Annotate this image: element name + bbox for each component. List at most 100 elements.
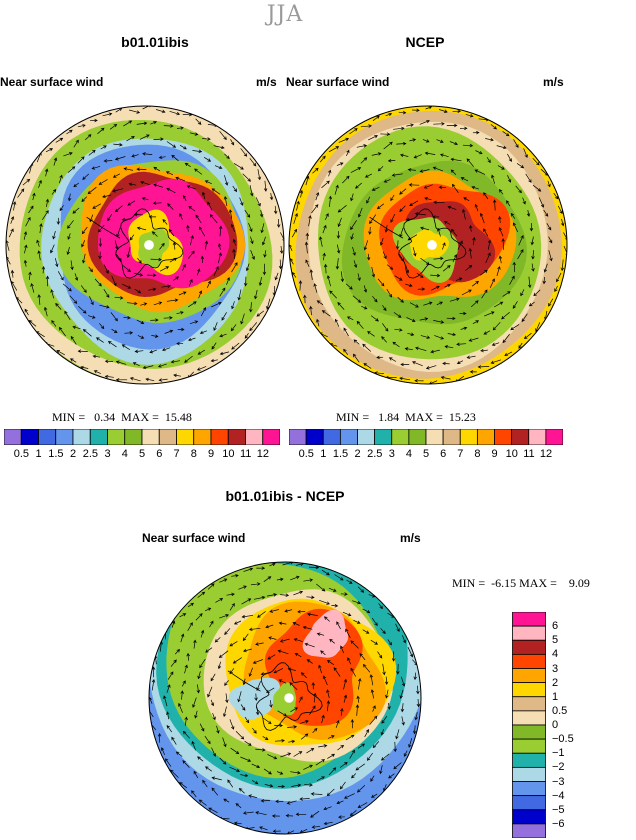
panel2-wind-arrow <box>460 326 468 331</box>
panel2-wind-arrow <box>311 204 319 214</box>
panel1-wind-arrow <box>50 289 55 299</box>
panel2-wind-arrow <box>442 265 451 272</box>
panel3-wind-arrow <box>186 652 190 661</box>
panel3-wind-arrow <box>182 730 190 739</box>
panel3-wind-arrow <box>184 664 188 674</box>
panel1-wind-arrow <box>42 210 49 220</box>
panel3-colorbar-box-7 <box>512 710 546 726</box>
panel2-wind-arrow <box>412 108 420 113</box>
panel2-wind-arrow <box>483 330 491 335</box>
panel2-colorbar-label: 2.5 <box>367 448 383 460</box>
panel1-wind-arrow <box>28 205 34 214</box>
panel1-wind-arrow <box>194 168 203 175</box>
panel2-wind-arrow <box>420 335 431 339</box>
panel3-colorbar-box-0 <box>512 612 546 627</box>
panel3-colorbar-box-10 <box>512 752 546 768</box>
panel2-wind-arrow <box>520 289 525 297</box>
panel3-wind-arrow <box>316 776 325 782</box>
panel1-wind-arrow <box>50 244 55 254</box>
panel2-wind-arrow <box>518 342 523 349</box>
panel1-wind-arrow <box>136 121 148 126</box>
panel2-wind-arrow <box>413 154 422 159</box>
panel1-wind-arrow <box>226 277 230 285</box>
panel2-wind-arrow <box>319 236 323 247</box>
panel2-wind-arrow <box>438 109 448 113</box>
panel3-wind-arrow <box>229 602 235 611</box>
panel3-wind-arrow <box>266 687 275 693</box>
panel3-wind-arrow <box>252 659 264 664</box>
panel3-colorbar-label: 6 <box>552 620 559 633</box>
panel1-colorbar-label: 2.5 <box>82 448 99 460</box>
panel1-wind-arrow <box>67 220 74 229</box>
panel2-wind-arrow <box>335 258 340 270</box>
panel2-wind-arrow <box>377 166 384 172</box>
panel3-wind-arrow <box>248 627 261 632</box>
panel3-wind-arrow <box>366 752 373 761</box>
panel1-wind-arrow <box>89 214 94 223</box>
panel3-wind-arrow <box>260 799 271 803</box>
panel2-wind-arrow <box>474 169 486 175</box>
panel2-wind-arrow <box>502 333 510 344</box>
panel2-wind-arrow <box>385 112 393 117</box>
panel1-colorbar-box-4 <box>72 429 91 445</box>
panel1-wind-arrow <box>8 228 14 238</box>
panel3-colorbar-box-1 <box>512 625 546 641</box>
panel1-wind-arrow <box>173 373 181 378</box>
panel3-wind-arrow <box>248 667 253 677</box>
panel2-wind-arrow <box>356 320 364 329</box>
panel2-wind-arrow <box>433 200 445 204</box>
panel2-wind-arrow <box>502 131 510 137</box>
panel1-wind-arrow <box>112 173 120 178</box>
panel2-wind-arrow <box>372 295 378 303</box>
panel3-wind-arrow <box>210 673 216 682</box>
panel2-wind-arrow <box>560 259 565 272</box>
panel3-wind-arrow <box>388 773 395 779</box>
panel2-wind-arrow <box>381 336 387 343</box>
panel2-wind-arrow <box>538 197 545 208</box>
panel2-wind-arrow <box>308 215 312 227</box>
panel1-wind-arrow <box>126 136 135 142</box>
panel3-wind-arrow <box>240 756 252 762</box>
panel2-wind-arrow <box>496 265 501 277</box>
panel1-wind-arrow <box>158 155 166 160</box>
panel2-wind-arrow <box>321 180 330 189</box>
panel2-wind-arrow <box>423 301 433 306</box>
panel2-wind-arrow <box>303 294 307 304</box>
panel2-wind-arrow <box>497 165 505 170</box>
panel3-wind-arrow <box>274 738 285 743</box>
panel2-wind-arrow <box>472 320 480 325</box>
panel1-wind-arrow <box>199 226 206 237</box>
panel2-wind-arrow <box>451 183 459 194</box>
panel2-wind-arrow <box>296 200 300 211</box>
panel1-wind-arrow <box>217 252 222 264</box>
panel1-wind-arrow <box>140 180 150 186</box>
panel1-colorbar-label: 12 <box>256 448 269 460</box>
panel2-wind-arrow <box>532 158 540 166</box>
panel3-wind-arrow <box>264 784 274 788</box>
panel2-wind-arrow <box>408 183 420 187</box>
panel1-wind-arrow <box>175 176 186 182</box>
panel3-wind-arrow <box>323 821 333 826</box>
panel1-wind-arrow <box>219 333 227 338</box>
panel1-wind-arrow <box>182 263 186 271</box>
panel3-wind-arrow <box>196 684 201 694</box>
panel3-wind-arrow <box>357 586 365 593</box>
panel1-wind-arrow <box>67 193 72 202</box>
panel1-wind-arrow <box>114 205 123 213</box>
panel3-wind-arrow <box>265 624 274 629</box>
panel1-wind-arrow <box>63 152 73 157</box>
panel1-colorbar-label: 10 <box>222 448 235 460</box>
panel1-wind-arrow <box>115 360 127 365</box>
panel2-wind-arrow <box>490 124 497 130</box>
panel3-wind-arrow <box>300 672 307 679</box>
panel3-wind-arrow <box>266 593 278 597</box>
panel2-wind-arrow <box>405 265 410 274</box>
panel2-wind-arrow <box>528 276 532 289</box>
panel1-wind-arrow <box>97 127 105 135</box>
panel2-wind-arrow <box>350 193 354 202</box>
panel2-wind-arrow <box>390 194 395 202</box>
panel3-wind-arrow <box>151 678 156 691</box>
panel1-wind-arrow <box>260 223 265 234</box>
panel1-wind-arrow <box>45 148 54 153</box>
panel2-wind-arrow <box>465 114 474 118</box>
